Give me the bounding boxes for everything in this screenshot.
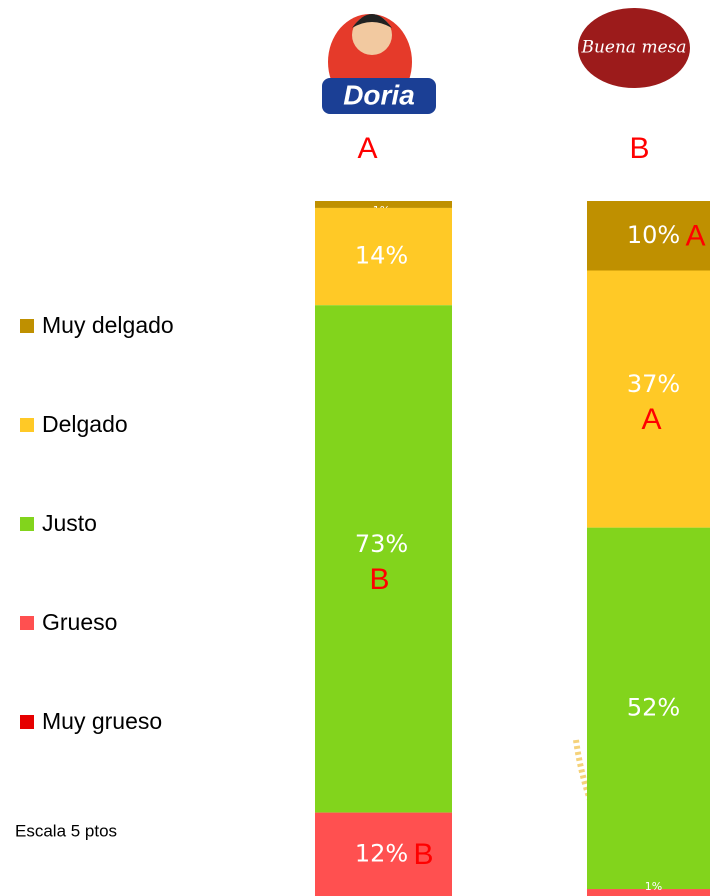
value-label: 1% <box>645 880 662 893</box>
value-label: 14% <box>355 242 408 270</box>
logo-text: Doria <box>343 79 415 110</box>
legend-label: Muy delgado <box>42 312 174 338</box>
significance-letter: A <box>641 403 661 436</box>
bar-segment <box>315 305 452 812</box>
significance-letter: B <box>369 563 389 596</box>
category-label: A <box>357 132 377 165</box>
legend-swatch <box>20 616 34 630</box>
value-label: 37% <box>627 370 680 398</box>
note: Escala 5 ptos <box>15 821 117 840</box>
significance-letter: A <box>686 220 706 253</box>
value-label: 52% <box>627 693 680 721</box>
significance-letter: B <box>414 838 434 871</box>
legend-swatch <box>20 418 34 432</box>
bar-segment <box>587 271 710 528</box>
legend-label: Grueso <box>42 609 117 635</box>
logo-text: Buena mesa <box>580 38 686 58</box>
category-label: B <box>629 132 649 165</box>
legend-label: Muy grueso <box>42 708 162 734</box>
chart: Doria Buena mesa Escala 5 ptos A 1% 14% 73%… <box>0 0 710 896</box>
legend-swatch <box>20 517 34 531</box>
value-label: 10% <box>627 221 680 249</box>
value-label: 12% <box>355 839 408 867</box>
legend-swatch <box>20 715 34 729</box>
value-label: 73% <box>355 530 408 558</box>
legend-label: Delgado <box>42 411 128 437</box>
legend-label: Justo <box>42 510 97 536</box>
legend-swatch <box>20 319 34 333</box>
